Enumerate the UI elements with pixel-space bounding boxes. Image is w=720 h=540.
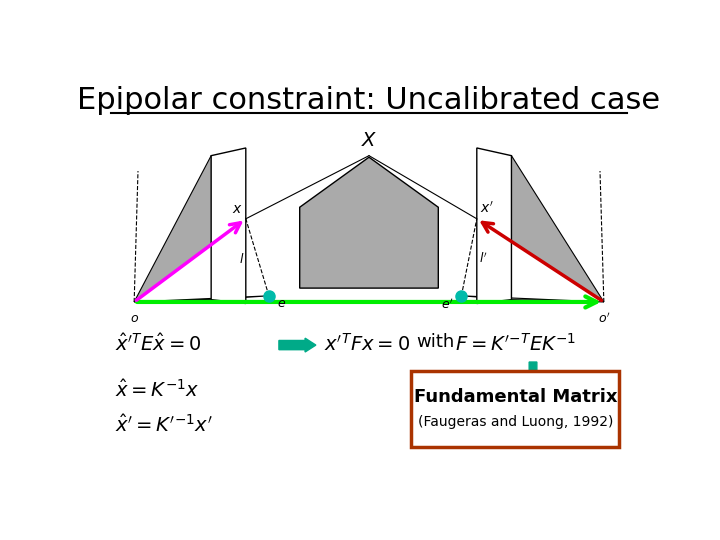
Polygon shape [477,148,511,303]
Text: $\hat{x} = K^{-1} x$: $\hat{x} = K^{-1} x$ [115,379,199,401]
Text: $x'^T F x = 0$: $x'^T F x = 0$ [324,333,410,355]
Text: $e$: $e$ [276,298,286,310]
FancyArrow shape [279,338,316,352]
Polygon shape [477,156,604,302]
Text: $F = K'^{-T} E K^{-1}$: $F = K'^{-T} E K^{-1}$ [455,333,577,355]
Text: $o$: $o$ [130,312,139,325]
Text: $e'$: $e'$ [441,298,454,312]
Polygon shape [300,157,438,288]
Polygon shape [134,296,269,302]
Text: $x$: $x$ [232,202,243,215]
Polygon shape [462,296,604,302]
Text: $\hat{x}' = K'^{-1} x'$: $\hat{x}' = K'^{-1} x'$ [115,414,212,436]
Text: Fundamental Matrix: Fundamental Matrix [413,388,617,406]
Polygon shape [211,148,246,303]
Text: $l$: $l$ [239,252,245,266]
Polygon shape [134,156,246,302]
Text: Epipolar constraint: Uncalibrated case: Epipolar constraint: Uncalibrated case [78,86,660,116]
Text: $o'$: $o'$ [598,312,610,327]
FancyBboxPatch shape [411,372,619,447]
Text: $X$: $X$ [361,131,377,150]
Text: with: with [417,333,455,351]
Text: $x'$: $x'$ [480,200,494,215]
Text: $l'$: $l'$ [479,252,487,266]
Text: $\hat{x}'^T E \hat{x} = 0$: $\hat{x}'^T E \hat{x} = 0$ [115,333,202,355]
FancyArrow shape [527,362,539,383]
Text: (Faugeras and Luong, 1992): (Faugeras and Luong, 1992) [418,415,613,429]
